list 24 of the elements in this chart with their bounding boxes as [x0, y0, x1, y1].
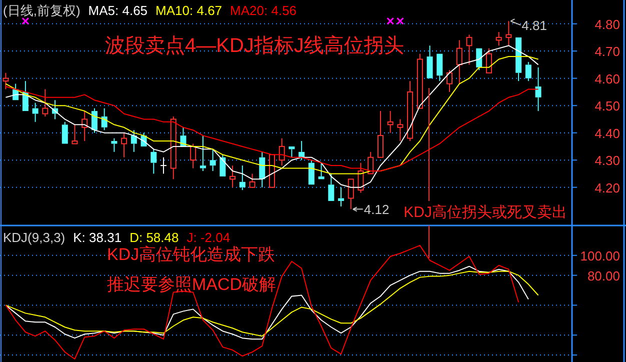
y-tick-label: 4.40: [594, 126, 620, 141]
annotation: 4.12: [364, 202, 390, 218]
y-tick-label: 4.80: [594, 16, 620, 32]
text: MA20: 4.56: [230, 3, 297, 18]
y-tick-label: 4.50: [594, 98, 620, 114]
chart-title: (日线,前复权): [3, 3, 80, 18]
annotation: 4.81: [522, 18, 547, 34]
text: J: -2.04: [186, 230, 230, 245]
text: MA5: 4.65: [88, 3, 148, 18]
annotation: KDJ高位拐头或死叉卖出: [404, 204, 567, 221]
y-tick-label: 4.70: [594, 44, 620, 60]
annotation: KDJ高位钝化造成下跌: [107, 245, 276, 264]
y-tick-label: 100.00: [580, 248, 620, 264]
y-tick-label: 4.60: [594, 71, 620, 86]
annotation: 推迟要参照MACD破解: [107, 275, 276, 294]
text: D: 58.48: [130, 230, 179, 245]
chart-title: KDJ(9,3,3): [3, 230, 66, 245]
y-tick-label: 4.30: [594, 153, 620, 168]
y-tick-label: 4.20: [594, 180, 620, 196]
text: K: 38.31: [73, 230, 122, 245]
line-series: [5, 244, 520, 360]
annotation: 波段卖点4—KDJ指标J线高位拐头: [105, 34, 404, 57]
y-tick-label: 80.00: [587, 268, 620, 284]
text: MA10: 4.67: [156, 3, 222, 18]
